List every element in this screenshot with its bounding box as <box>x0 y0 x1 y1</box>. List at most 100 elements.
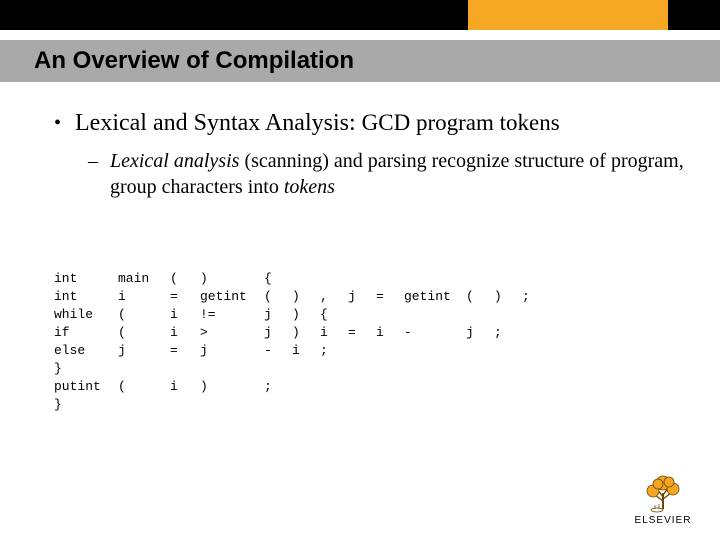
bullet-item: • Lexical and Syntax Analysis: GCD progr… <box>54 108 690 138</box>
token-cell: i <box>376 324 404 342</box>
sub-bullet-marker: – <box>88 148 98 174</box>
token-cell <box>404 396 466 414</box>
token-cell: int <box>54 288 118 306</box>
token-cell: i <box>292 342 320 360</box>
token-cell <box>264 360 292 378</box>
bullet-text: Lexical and Syntax Analysis: GCD program… <box>75 108 560 138</box>
token-cell: ( <box>466 288 494 306</box>
token-cell: ) <box>200 378 264 396</box>
body-content: • Lexical and Syntax Analysis: GCD progr… <box>54 108 690 200</box>
orange-accent <box>468 0 668 30</box>
token-cell: ) <box>292 288 320 306</box>
token-cell: = <box>376 288 404 306</box>
token-cell <box>522 342 542 360</box>
token-cell: j <box>200 342 264 360</box>
sub-lead-italic: Lexical analysis <box>110 150 239 172</box>
token-cell <box>404 306 466 324</box>
token-cell <box>320 378 348 396</box>
token-cell <box>522 306 542 324</box>
token-cell <box>348 378 376 396</box>
token-cell <box>320 270 348 288</box>
token-cell <box>494 360 522 378</box>
token-cell: ( <box>170 270 200 288</box>
token-cell: j <box>466 324 494 342</box>
token-cell: ; <box>264 378 292 396</box>
token-cell: j <box>264 324 292 342</box>
table-row: elsej=j-i; <box>54 342 542 360</box>
token-cell: ) <box>292 306 320 324</box>
token-cell: ( <box>118 324 170 342</box>
token-cell: ; <box>522 288 542 306</box>
token-cell: = <box>170 288 200 306</box>
token-cell: ) <box>494 288 522 306</box>
token-cell: i <box>170 378 200 396</box>
token-cell: = <box>170 342 200 360</box>
token-cell <box>170 396 200 414</box>
token-cell <box>494 342 522 360</box>
table-row: while(i!=j){ <box>54 306 542 324</box>
token-cell: ) <box>292 324 320 342</box>
bullet-marker: • <box>54 108 61 138</box>
token-cell <box>348 270 376 288</box>
tokens-table-inner: intmain(){inti=getint(),j=getint();while… <box>54 270 542 414</box>
token-cell <box>404 360 466 378</box>
bullet-tail: GCD program tokens <box>362 110 560 135</box>
token-cell: } <box>54 396 118 414</box>
bullet-lead: Lexical and Syntax Analysis: <box>75 110 362 136</box>
token-cell <box>404 270 466 288</box>
token-cell <box>376 378 404 396</box>
token-cell <box>348 342 376 360</box>
token-cell: , <box>320 288 348 306</box>
token-cell <box>118 396 170 414</box>
token-cell: j <box>118 342 170 360</box>
publisher-logo: ELSEVIER <box>628 469 698 526</box>
token-cell: - <box>264 342 292 360</box>
token-cell <box>404 378 466 396</box>
token-cell <box>494 396 522 414</box>
token-cell: } <box>54 360 118 378</box>
token-cell: ; <box>320 342 348 360</box>
token-cell: { <box>264 270 292 288</box>
token-cell: i <box>170 324 200 342</box>
token-cell: main <box>118 270 170 288</box>
tree-icon <box>641 469 685 513</box>
token-cell <box>376 270 404 288</box>
token-cell <box>320 360 348 378</box>
token-cell <box>200 360 264 378</box>
table-row: } <box>54 360 542 378</box>
token-cell <box>320 396 348 414</box>
table-row: if(i>j)i=i-j; <box>54 324 542 342</box>
token-cell: putint <box>54 378 118 396</box>
token-cell: ( <box>264 288 292 306</box>
token-cell <box>466 306 494 324</box>
token-cell: ) <box>200 270 264 288</box>
token-cell: ( <box>118 378 170 396</box>
logo-text: ELSEVIER <box>628 515 698 526</box>
token-cell: { <box>320 306 348 324</box>
token-cell <box>376 306 404 324</box>
sub-bullet-text: Lexical analysis (scanning) and parsing … <box>110 148 690 200</box>
token-cell: j <box>264 306 292 324</box>
token-cell <box>466 270 494 288</box>
token-cell <box>348 306 376 324</box>
token-cell: > <box>200 324 264 342</box>
token-cell <box>466 342 494 360</box>
token-cell <box>376 396 404 414</box>
token-cell <box>348 396 376 414</box>
token-cell <box>494 378 522 396</box>
title-band: An Overview of Compilation <box>0 40 720 82</box>
token-cell: j <box>348 288 376 306</box>
sub-italic-tokens: tokens <box>284 176 335 198</box>
token-cell <box>292 396 320 414</box>
token-cell: while <box>54 306 118 324</box>
table-row: inti=getint(),j=getint(); <box>54 288 542 306</box>
token-cell <box>466 378 494 396</box>
token-cell <box>170 360 200 378</box>
token-cell <box>292 378 320 396</box>
token-cell: - <box>404 324 466 342</box>
token-cell: getint <box>200 288 264 306</box>
token-cell <box>522 396 542 414</box>
token-cell: getint <box>404 288 466 306</box>
token-cell <box>292 360 320 378</box>
token-cell <box>200 396 264 414</box>
